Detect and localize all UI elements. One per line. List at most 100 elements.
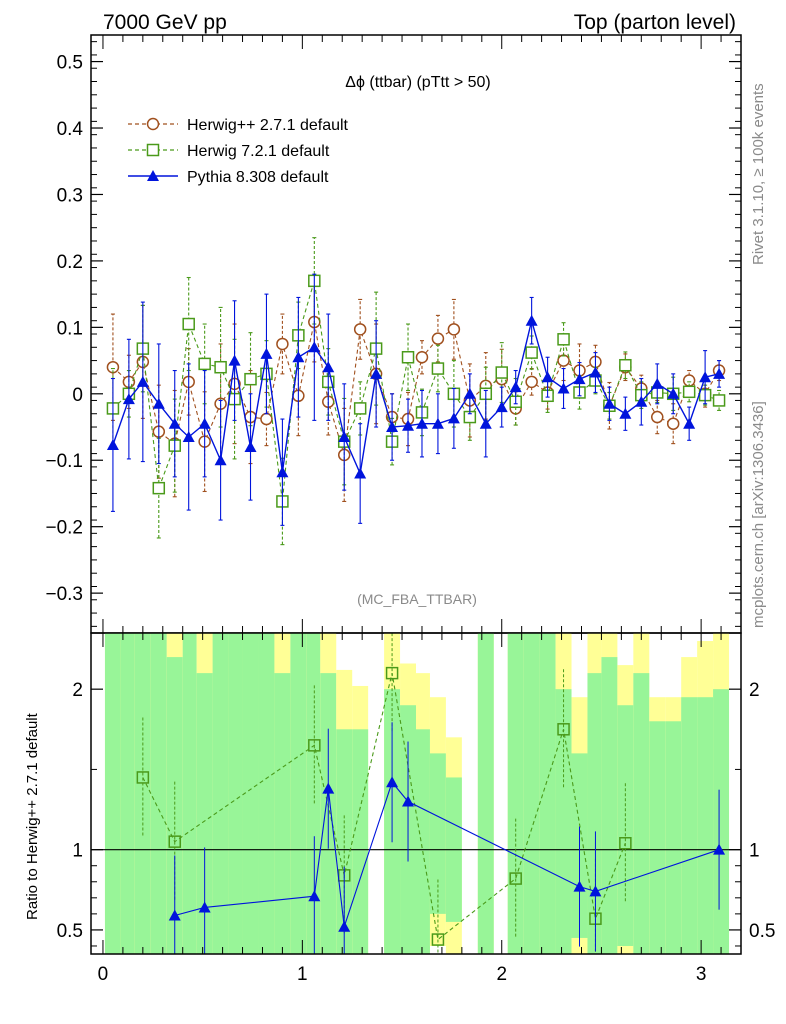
data-point-pythia (447, 412, 460, 424)
legend-entry-pythia: Pythia 8.308 default (128, 169, 329, 186)
legend-marker-pythia (147, 170, 159, 181)
ratio-ytick-label-right: 1 (749, 841, 760, 862)
data-point-pythia (182, 430, 195, 442)
main-panel: −0.3 −0.2 −0.1 0 0.1 0.2 0.3 0.4 0.5 (45, 35, 741, 633)
band-inner (633, 673, 650, 954)
data-point-herwig7 (198, 357, 211, 371)
ratio-point-pythia (589, 885, 602, 897)
main-ytick-label: 0.3 (57, 185, 83, 206)
rivet-label: Rivet 3.1.10, ≥ 100k events (750, 83, 767, 265)
data-point-pythia (198, 417, 211, 429)
ratio-ytick-label: 1 (72, 841, 83, 862)
data-point-pythia (322, 361, 335, 373)
band-inner (601, 657, 618, 954)
data-point-pythia (463, 387, 476, 399)
main-ytick-label: 0.4 (57, 119, 84, 140)
band-inner (429, 753, 446, 914)
data-point-pythia (276, 466, 289, 478)
data-point-herwig-pp (525, 375, 538, 389)
data-point-herwig-pp (666, 417, 680, 430)
data-point-pythia (136, 375, 149, 387)
main-plot-title: Δϕ (ttbar) (pTtt > 50) (345, 74, 490, 91)
band-inner (182, 633, 197, 954)
data-point-pythia (292, 351, 305, 363)
ratio-ylabel: Ratio to Herwig++ 2.7.1 default (24, 712, 41, 920)
mcplots-label: mcplots.cern.ch [arXiv:1306.3436] (750, 401, 767, 628)
data-point-pythia (168, 417, 181, 429)
data-point-pythia (122, 393, 135, 405)
header-left: 7000 GeV pp (103, 11, 227, 34)
data-point-pythia (479, 417, 492, 429)
data-point-pythia (509, 381, 522, 393)
ratio-point-herwig7 (431, 933, 445, 946)
ratio-point-pythia (386, 776, 399, 788)
band-inner (665, 721, 682, 954)
band-inner (523, 633, 540, 954)
band-inner (258, 633, 275, 954)
data-point-herwig7 (182, 317, 195, 331)
ratio-point-herwig7 (136, 771, 150, 784)
band-inner (713, 689, 730, 954)
data-point-pythia (525, 314, 538, 326)
data-point-pythia (557, 382, 570, 394)
series-line-herwig7 (112, 280, 720, 502)
data-point-pythia (386, 421, 399, 433)
data-point-herwig7 (401, 351, 415, 364)
ratio-point-pythia (198, 901, 211, 913)
ratio-point-pythia (402, 795, 415, 807)
legend-label-herwig7: Herwig 7.2.1 default (187, 143, 330, 160)
ratio-series-group (136, 633, 726, 954)
header-right: Top (parton level) (574, 11, 736, 34)
band-inner (242, 633, 259, 954)
data-point-pythia (308, 341, 321, 353)
ratio-point-pythia (713, 843, 726, 855)
data-point-herwig-pp (260, 412, 273, 426)
band-inner (587, 673, 602, 954)
data-point-pythia (402, 419, 415, 431)
series-line-pythia (112, 317, 720, 477)
xtick-label: 3 (696, 964, 707, 985)
data-point-pythia (431, 417, 444, 429)
data-point-pythia (589, 366, 602, 378)
data-point-pythia (260, 347, 273, 359)
data-point-pythia (699, 371, 712, 383)
legend-entry-herwig7: Herwig 7.2.1 default (128, 143, 330, 160)
data-point-herwig-pp (431, 332, 445, 345)
ratio-point-herwig7 (168, 835, 181, 848)
legend-label-herwig-pp: Herwig++ 2.7.1 default (187, 117, 349, 134)
band-inner (274, 673, 291, 954)
band-inner (477, 633, 494, 954)
xtick-label: 0 (98, 964, 109, 985)
legend-entry-herwig-pp: Herwig++ 2.7.1 default (128, 117, 349, 134)
ratio-point-pythia (322, 782, 335, 794)
data-point-herwig7 (353, 402, 367, 415)
data-point-herwig-pp (353, 323, 367, 336)
data-point-pythia (603, 397, 616, 409)
data-point-herwig7 (525, 346, 538, 359)
data-point-pythia (354, 467, 367, 479)
main-ytick-label: 0.5 (57, 53, 83, 74)
data-point-pythia (214, 454, 227, 466)
data-point-herwig7 (152, 481, 166, 495)
data-point-pythia (541, 371, 554, 383)
ratio-panel: 0.5 0.5 1 1 2 2 0 1 2 3 (57, 633, 775, 985)
legend: Herwig++ 2.7.1 default Herwig 7.2.1 defa… (128, 117, 349, 186)
band-inner (649, 721, 666, 954)
data-point-herwig-pp (415, 351, 429, 364)
data-point-pythia (683, 417, 696, 429)
main-series-group (106, 237, 726, 546)
main-ytick-label: −0.1 (45, 451, 83, 472)
ratio-point-pythia (338, 920, 351, 932)
band-inner (306, 633, 321, 954)
main-ytick-label: 0.2 (57, 252, 83, 273)
ratio-ytick-label-right: 0.5 (749, 921, 775, 942)
band-inner (352, 729, 369, 954)
band-inner (539, 633, 556, 954)
band-inner (212, 633, 229, 954)
data-point-pythia (713, 367, 726, 379)
data-point-herwig-pp (557, 354, 570, 367)
ratio-point-herwig7 (619, 837, 632, 850)
analysis-label: (MC_FBA_TTBAR) (357, 591, 477, 607)
data-point-herwig7 (557, 333, 570, 346)
band-inner (166, 657, 183, 954)
